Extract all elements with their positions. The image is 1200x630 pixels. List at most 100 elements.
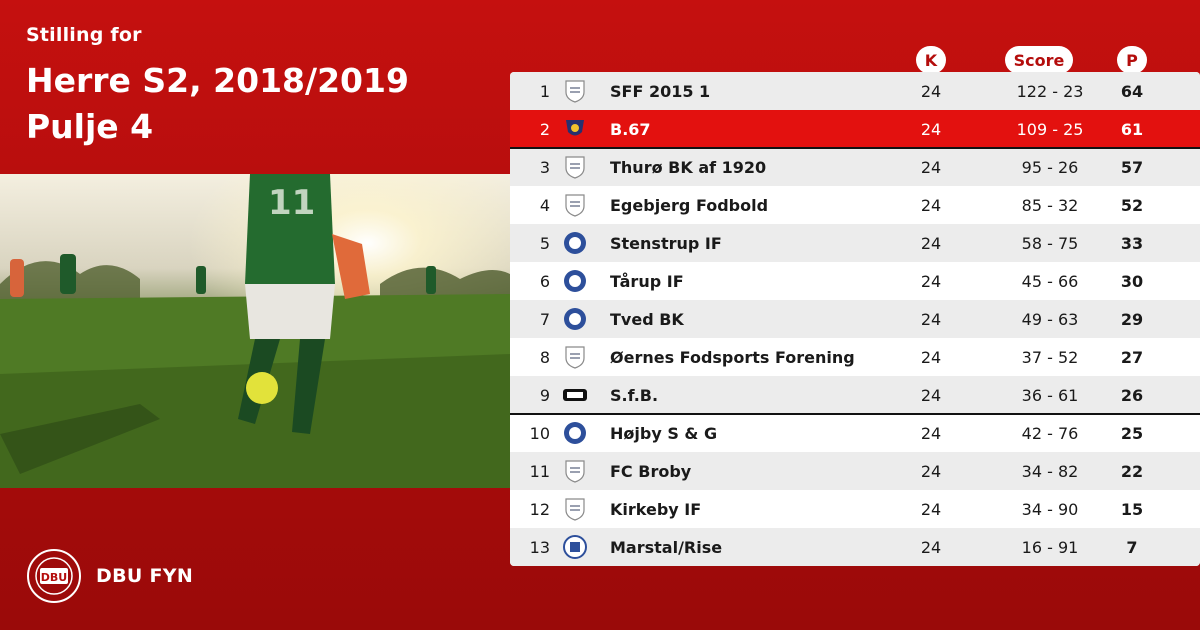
table-row: 13 Marstal/Rise 24 16 - 91 7 [510, 528, 1200, 566]
goal-score: 109 - 25 [1016, 119, 1084, 139]
position: 8 [539, 347, 550, 367]
position: 6 [539, 271, 550, 291]
matches-played: 24 [920, 271, 942, 291]
points: 64 [1120, 81, 1144, 101]
matches-played: 24 [920, 499, 942, 519]
club-name: Marstal/Rise [610, 537, 723, 557]
column-header-score: Score [1005, 46, 1073, 74]
position: 7 [539, 309, 550, 329]
points: 33 [1120, 233, 1144, 253]
goal-score: 122 - 23 [1016, 81, 1084, 101]
shield-placeholder-icon [565, 346, 585, 369]
position: 12 [529, 499, 550, 519]
brand: DBU DBU FYN [26, 548, 193, 604]
page-title: Herre S2, 2018/2019 Pulje 4 [26, 58, 409, 150]
b67-crest-icon [566, 120, 584, 136]
goal-score: 95 - 26 [1021, 157, 1079, 177]
tarup-crest-icon [564, 270, 586, 292]
matches-played: 24 [920, 157, 942, 177]
points: 57 [1120, 157, 1144, 177]
hojby-crest-icon [564, 422, 586, 444]
goal-score: 42 - 76 [1021, 423, 1079, 443]
points: 61 [1120, 119, 1144, 139]
title-line-1: Herre S2, 2018/2019 [26, 61, 409, 100]
thuro-crest-icon [565, 156, 585, 179]
matches-played: 24 [920, 119, 942, 139]
club-name: Øernes Fodsports Forening [610, 347, 855, 367]
matches-played: 24 [920, 195, 942, 215]
goal-score: 45 - 66 [1021, 271, 1079, 291]
points: 26 [1120, 385, 1144, 405]
svg-text:DBU: DBU [41, 571, 67, 584]
points: 52 [1120, 195, 1144, 215]
club-name: SFF 2015 1 [610, 81, 711, 101]
matches-played: 24 [920, 423, 942, 443]
subtitle: Stilling for [26, 24, 142, 46]
points: 29 [1120, 309, 1144, 329]
svg-text:11: 11 [268, 183, 315, 223]
shield-placeholder-icon [565, 498, 585, 521]
standings-table: 1 SFF 2015 1 24 122 - 23 64 2 B.67 24 109 - 25 61… [510, 72, 1200, 566]
position: 3 [539, 157, 550, 177]
column-header-k: K [916, 46, 946, 74]
table-row: 4 Egebjerg Fodbold 24 85 - 32 52 [510, 186, 1200, 224]
tved-crest-icon [564, 308, 586, 330]
table-divider [510, 147, 1200, 149]
points: 25 [1120, 423, 1144, 443]
goal-score: 85 - 32 [1021, 195, 1079, 215]
shield-placeholder-icon [565, 194, 585, 217]
matches-played: 24 [920, 309, 942, 329]
club-name: Kirkeby IF [610, 499, 702, 519]
position: 2 [539, 119, 550, 139]
fc-faaborg-icon [565, 80, 585, 103]
position: 11 [529, 461, 550, 481]
position: 13 [529, 537, 550, 557]
table-row: 10 Højby S & G 24 42 - 76 25 [510, 414, 1200, 452]
sfb-crest-icon [563, 389, 587, 401]
club-name: Stenstrup IF [610, 233, 722, 253]
stenstrup-crest-icon [564, 232, 586, 254]
football-photo: 11 [0, 174, 510, 488]
position: 9 [539, 385, 550, 405]
club-name: B.67 [610, 119, 651, 139]
goal-score: 49 - 63 [1021, 309, 1079, 329]
table-divider [510, 413, 1200, 415]
marstal-crest-icon [563, 535, 587, 559]
points: 7 [1126, 537, 1138, 557]
column-header-p: P [1117, 46, 1147, 74]
goal-score: 34 - 90 [1021, 499, 1079, 519]
position: 5 [539, 233, 550, 253]
table-row: 9 S.f.B. 24 36 - 61 26 [510, 376, 1200, 414]
club-name: Tårup IF [610, 271, 684, 291]
matches-played: 24 [920, 81, 942, 101]
table-row: 2 B.67 24 109 - 25 61 [510, 110, 1200, 148]
title-line-2: Pulje 4 [26, 107, 154, 146]
club-name: Thurø BK af 1920 [610, 157, 767, 177]
matches-played: 24 [920, 461, 942, 481]
matches-played: 24 [920, 537, 942, 557]
points: 22 [1120, 461, 1144, 481]
matches-played: 24 [920, 233, 942, 253]
club-name: Højby S & G [610, 423, 718, 443]
table-row: 6 Tårup IF 24 45 - 66 30 [510, 262, 1200, 300]
table-row: 7 Tved BK 24 49 - 63 29 [510, 300, 1200, 338]
table-row: 12 Kirkeby IF 24 34 - 90 15 [510, 490, 1200, 528]
points: 30 [1120, 271, 1144, 291]
points: 15 [1120, 499, 1144, 519]
goal-score: 36 - 61 [1021, 385, 1079, 405]
club-name: Egebjerg Fodbold [610, 195, 769, 215]
goal-score: 16 - 91 [1021, 537, 1079, 557]
brand-name: DBU FYN [96, 565, 194, 587]
matches-played: 24 [920, 347, 942, 367]
points: 27 [1120, 347, 1144, 367]
club-name: Tved BK [610, 309, 684, 329]
table-row: 1 SFF 2015 1 24 122 - 23 64 [510, 72, 1200, 110]
broby-crest-icon [565, 460, 585, 483]
goal-score: 34 - 82 [1021, 461, 1079, 481]
goal-score: 37 - 52 [1021, 347, 1079, 367]
matches-played: 24 [920, 385, 942, 405]
club-name: S.f.B. [610, 385, 659, 405]
position: 1 [539, 81, 550, 101]
table-row: 11 FC Broby 24 34 - 82 22 [510, 452, 1200, 490]
position: 10 [529, 423, 550, 443]
